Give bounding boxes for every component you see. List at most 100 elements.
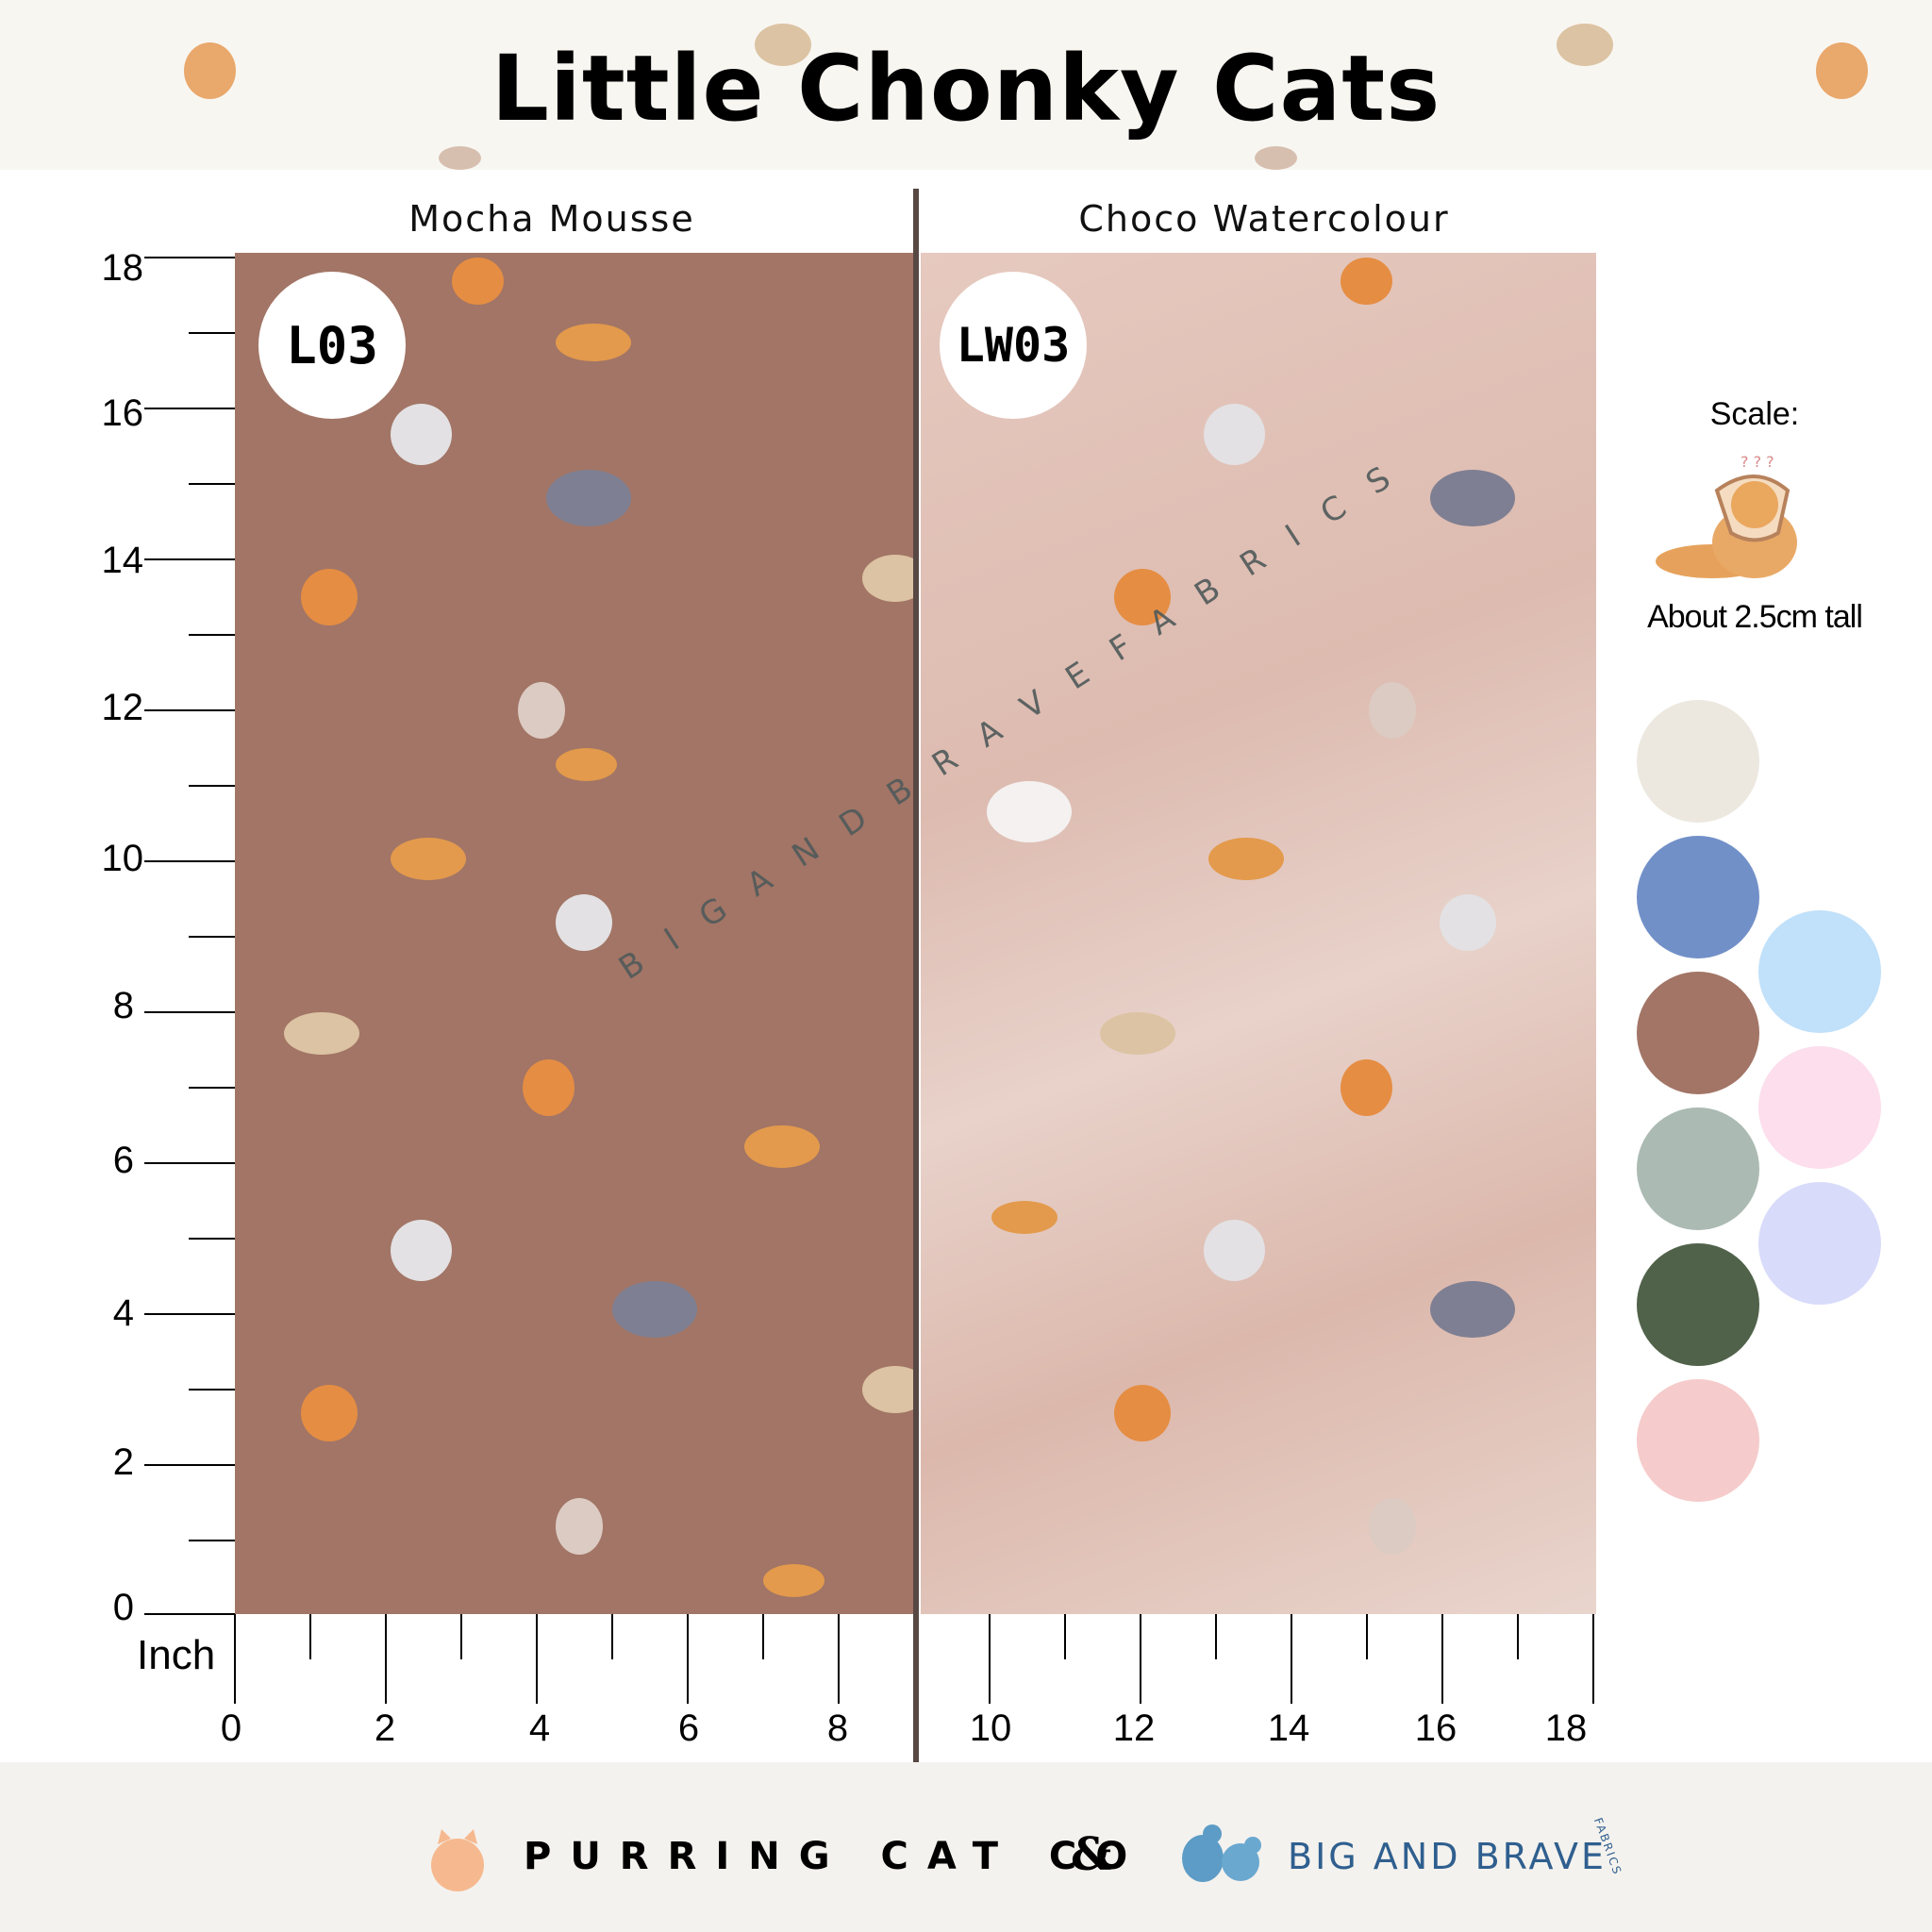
cat-motif-icon	[1114, 1385, 1171, 1441]
y-tick	[189, 634, 235, 636]
brand-purring-cat-co: PURRING CAT CO	[524, 1835, 1147, 1878]
x-tick	[1592, 1614, 1594, 1704]
x-tick	[460, 1614, 462, 1659]
cat-motif-icon	[1204, 1220, 1265, 1281]
cat-motif-icon	[612, 1281, 697, 1338]
x-tick-label: 6	[677, 1707, 700, 1749]
cat-motif-icon	[1100, 1012, 1175, 1055]
y-tick	[189, 936, 235, 938]
cat-motif-icon	[556, 748, 617, 781]
color-swatch	[1758, 1182, 1881, 1305]
cat-motif-icon	[391, 1220, 452, 1281]
y-tick	[144, 860, 235, 862]
x-tick-label: 12	[1112, 1707, 1156, 1749]
y-tick	[144, 1313, 235, 1315]
cat-motif-icon	[1430, 470, 1515, 526]
y-tick	[189, 1540, 235, 1541]
cat-motif-icon	[1204, 404, 1265, 465]
ruler-unit-label: Inch	[137, 1632, 216, 1678]
y-tick	[144, 1613, 235, 1615]
cat-decoration-icon	[1816, 42, 1868, 99]
x-tick	[611, 1614, 613, 1659]
cat-motif-icon	[556, 1498, 603, 1555]
x-tick	[838, 1614, 840, 1704]
color-swatch	[1637, 836, 1759, 958]
footer-banner	[0, 1762, 1932, 1932]
x-tick	[536, 1614, 538, 1704]
color-swatch	[1758, 1046, 1881, 1169]
y-tick	[144, 1162, 235, 1164]
x-tick-label: 4	[528, 1707, 551, 1749]
cat-motif-icon	[862, 555, 916, 602]
color-swatch	[1637, 1379, 1759, 1502]
cat-motif-icon	[518, 682, 565, 739]
cat-motif-icon	[556, 324, 631, 361]
cat-motif-icon	[1440, 894, 1496, 951]
y-tick-label: 4	[112, 1292, 134, 1334]
x-tick	[1517, 1614, 1519, 1659]
cat-motif-icon	[862, 1366, 916, 1413]
y-tick	[144, 1464, 235, 1466]
x-tick	[1064, 1614, 1066, 1659]
x-tick-label: 16	[1414, 1707, 1457, 1749]
cat-motif-icon	[301, 1385, 358, 1441]
panel-divider	[913, 189, 919, 1794]
cat-decoration-icon	[184, 42, 236, 99]
y-tick-label: 14	[101, 540, 144, 581]
cat-motif-icon	[391, 404, 452, 465]
y-tick	[144, 1011, 235, 1013]
y-tick-label: 2	[112, 1441, 134, 1483]
x-tick-label: 14	[1267, 1707, 1310, 1749]
cat-motif-icon	[1341, 1059, 1392, 1116]
color-swatch	[1637, 700, 1759, 823]
design-code-badge: LW03	[940, 272, 1087, 419]
cat-motif-icon	[1208, 838, 1284, 880]
design-code-badge: L03	[258, 272, 406, 419]
cat-motif-icon	[452, 258, 504, 305]
y-tick	[144, 709, 235, 711]
x-tick-label: 0	[220, 1707, 242, 1749]
svg-text:? ? ?: ? ? ?	[1740, 453, 1774, 471]
x-tick	[1291, 1614, 1292, 1704]
cat-motif-icon	[301, 569, 358, 625]
y-tick-label: 0	[112, 1587, 134, 1628]
scale-title: Scale:	[1709, 396, 1800, 432]
x-tick	[989, 1614, 991, 1704]
x-tick-label: 8	[826, 1707, 849, 1749]
y-tick	[144, 408, 235, 409]
cat-decoration-icon	[439, 146, 481, 170]
cat-decoration-icon	[755, 24, 811, 66]
header-banner: Little Chonky Cats	[0, 0, 1932, 170]
ampersand: &	[1071, 1828, 1112, 1881]
cat-decoration-icon	[1255, 146, 1297, 170]
page-title: Little Chonky Cats	[491, 36, 1441, 142]
cat-motif-icon	[991, 1201, 1058, 1234]
color-swatch	[1637, 1108, 1759, 1230]
panel-label-choco: Choco Watercolour	[1078, 198, 1450, 240]
x-tick	[1441, 1614, 1443, 1704]
x-tick-label: 10	[969, 1707, 1012, 1749]
cat-motif-icon	[391, 838, 466, 880]
fabric-swatch-choco-watercolour: LW03	[921, 253, 1596, 1614]
big-and-brave-birds-logo-icon	[1182, 1824, 1261, 1882]
cat-decoration-icon	[1557, 24, 1613, 66]
x-tick	[385, 1614, 387, 1704]
y-tick-label: 16	[101, 392, 144, 434]
x-tick	[1215, 1614, 1217, 1659]
y-tick	[144, 257, 235, 258]
cat-motif-icon	[1430, 1281, 1515, 1338]
y-tick-label: 10	[101, 838, 144, 879]
cat-motif-icon	[1369, 1498, 1416, 1555]
cat-motif-icon	[556, 894, 612, 951]
x-tick	[687, 1614, 689, 1704]
cat-motif-icon	[763, 1564, 824, 1597]
purring-cat-logo-icon	[431, 1829, 484, 1891]
y-tick	[189, 1087, 235, 1089]
cat-motif-icon	[1341, 258, 1392, 305]
y-tick-label: 8	[112, 985, 134, 1026]
color-swatch	[1637, 1243, 1759, 1366]
color-swatch	[1637, 972, 1759, 1094]
y-tick	[189, 785, 235, 787]
x-tick	[1140, 1614, 1141, 1704]
fabric-swatch-mocha-mousse: L03	[235, 253, 916, 1614]
